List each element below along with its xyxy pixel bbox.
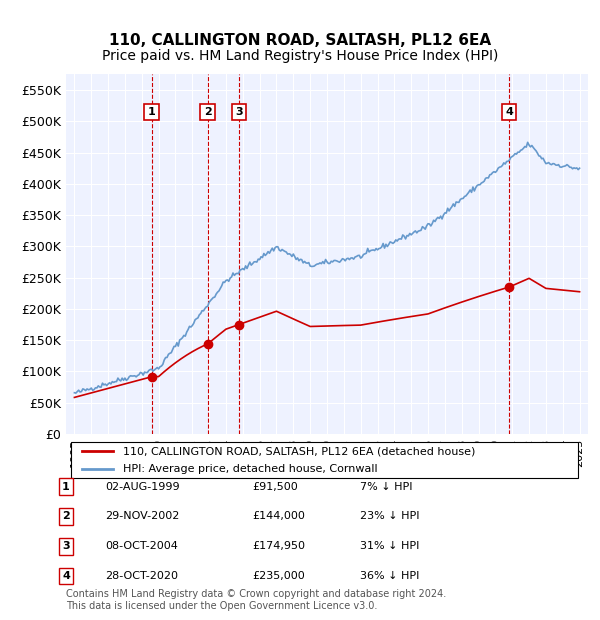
- Text: 2: 2: [62, 512, 70, 521]
- FancyBboxPatch shape: [71, 442, 578, 479]
- Text: 1: 1: [62, 482, 70, 492]
- Text: Contains HM Land Registry data © Crown copyright and database right 2024.
This d: Contains HM Land Registry data © Crown c…: [66, 589, 446, 611]
- Text: 28-OCT-2020: 28-OCT-2020: [105, 571, 178, 581]
- Text: 31% ↓ HPI: 31% ↓ HPI: [360, 541, 419, 551]
- Text: £235,000: £235,000: [252, 571, 305, 581]
- Text: 1: 1: [148, 107, 155, 117]
- Text: 4: 4: [505, 107, 513, 117]
- Text: 7% ↓ HPI: 7% ↓ HPI: [360, 482, 413, 492]
- Text: Price paid vs. HM Land Registry's House Price Index (HPI): Price paid vs. HM Land Registry's House …: [102, 49, 498, 63]
- Text: 110, CALLINGTON ROAD, SALTASH, PL12 6EA: 110, CALLINGTON ROAD, SALTASH, PL12 6EA: [109, 33, 491, 48]
- Text: 4: 4: [62, 571, 70, 581]
- Text: £174,950: £174,950: [252, 541, 305, 551]
- Text: 23% ↓ HPI: 23% ↓ HPI: [360, 512, 419, 521]
- Text: 3: 3: [235, 107, 243, 117]
- Text: 08-OCT-2004: 08-OCT-2004: [105, 541, 178, 551]
- Text: 29-NOV-2002: 29-NOV-2002: [105, 512, 179, 521]
- Text: HPI: Average price, detached house, Cornwall: HPI: Average price, detached house, Corn…: [124, 464, 378, 474]
- Text: 2: 2: [204, 107, 211, 117]
- Text: 110, CALLINGTON ROAD, SALTASH, PL12 6EA (detached house): 110, CALLINGTON ROAD, SALTASH, PL12 6EA …: [124, 446, 476, 456]
- Text: 3: 3: [62, 541, 70, 551]
- Text: 36% ↓ HPI: 36% ↓ HPI: [360, 571, 419, 581]
- Text: 02-AUG-1999: 02-AUG-1999: [105, 482, 179, 492]
- Text: £144,000: £144,000: [252, 512, 305, 521]
- Text: £91,500: £91,500: [252, 482, 298, 492]
